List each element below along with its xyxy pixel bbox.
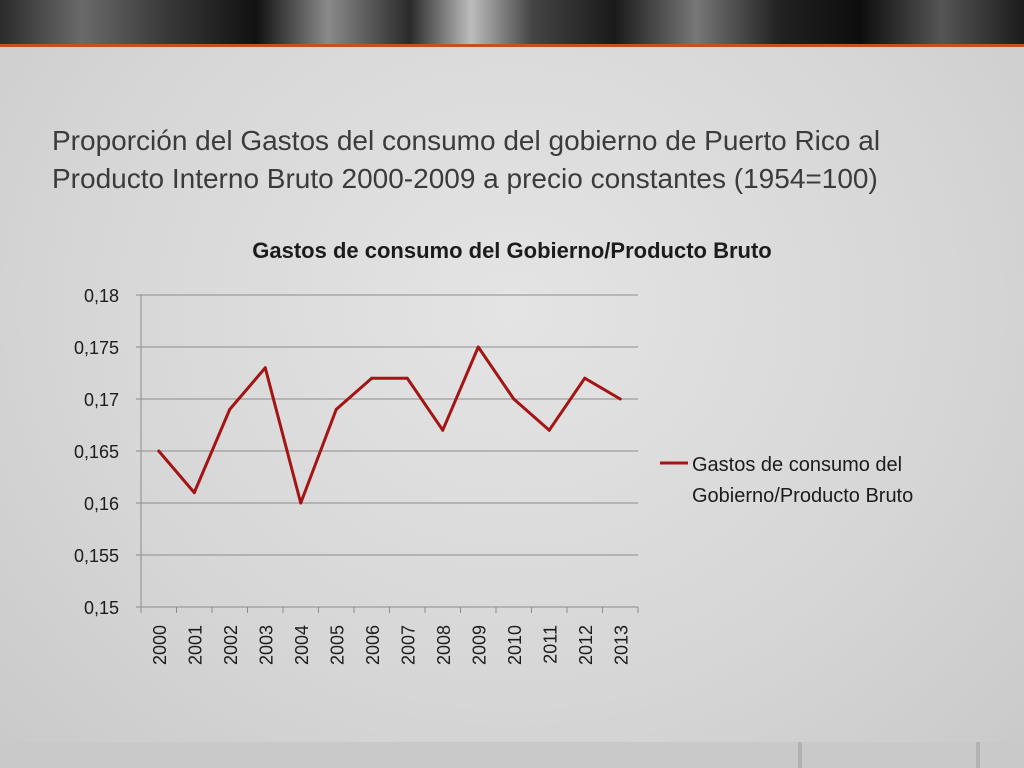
x-tick-label: 2003 bbox=[256, 625, 276, 665]
y-tick-label: 0,17 bbox=[84, 390, 119, 410]
data-point bbox=[299, 501, 303, 505]
data-point bbox=[370, 376, 374, 380]
x-tick-label: 2009 bbox=[469, 625, 489, 665]
legend-label: Gastos de consumo del bbox=[692, 454, 902, 476]
data-point bbox=[228, 407, 232, 411]
slide-title: Proporción del Gastos del consumo del go… bbox=[52, 125, 881, 194]
legend-label: Gobierno/Producto Bruto bbox=[692, 485, 913, 507]
x-tick-label: 2010 bbox=[505, 625, 525, 665]
data-point bbox=[476, 345, 480, 349]
chart-title: Gastos de consumo del Gobierno/Producto … bbox=[0, 238, 1024, 264]
x-tick-label: 2005 bbox=[327, 625, 347, 665]
data-point bbox=[334, 407, 338, 411]
y-tick-label: 0,18 bbox=[84, 286, 119, 306]
data-point bbox=[583, 376, 587, 380]
chart-title-text: Gastos de consumo del Gobierno/Producto … bbox=[252, 238, 772, 263]
data-point bbox=[192, 491, 196, 495]
x-tick-label: 2000 bbox=[150, 625, 170, 665]
footer-divider bbox=[976, 742, 980, 768]
y-tick-label: 0,165 bbox=[74, 442, 119, 462]
y-tick-labels: 0,15 0,155 0,16 0,165 0,17 0,175 0,18 bbox=[74, 286, 119, 618]
x-tick-label: 2006 bbox=[363, 625, 383, 665]
x-tick-label: 2008 bbox=[434, 625, 454, 665]
x-tick-label: 2004 bbox=[292, 625, 312, 665]
x-tick-label: 2013 bbox=[611, 625, 631, 665]
x-tick-label: 2001 bbox=[185, 625, 205, 665]
y-tick-label: 0,155 bbox=[74, 546, 119, 566]
x-tick-label: 2002 bbox=[221, 625, 241, 665]
series-lines bbox=[157, 345, 622, 505]
series-line bbox=[157, 345, 622, 505]
x-tick-label: 2011 bbox=[540, 625, 560, 664]
data-point bbox=[441, 428, 445, 432]
x-tick-label: 2012 bbox=[576, 625, 596, 665]
data-point bbox=[405, 376, 409, 380]
footer-divider bbox=[798, 742, 802, 768]
data-point bbox=[157, 449, 161, 453]
data-point bbox=[263, 366, 267, 370]
data-point bbox=[547, 428, 551, 432]
x-tick-label: 2007 bbox=[398, 625, 418, 665]
footer-bar bbox=[0, 742, 1024, 768]
data-point bbox=[618, 397, 622, 401]
y-tick-label: 0,16 bbox=[84, 494, 119, 514]
axes bbox=[140, 295, 639, 613]
y-tick-label: 0,175 bbox=[74, 338, 119, 358]
legend: Gastos de consumo del Gobierno/Producto B… bbox=[660, 454, 913, 507]
data-point bbox=[512, 397, 516, 401]
y-tick-label: 0,15 bbox=[84, 598, 119, 618]
header-accent-rule bbox=[0, 44, 1024, 47]
header-banner-image bbox=[0, 0, 1024, 44]
x-tick-labels: 2000 2001 2002 2003 2004 2005 2006 2007 2008 2009… bbox=[150, 625, 632, 665]
